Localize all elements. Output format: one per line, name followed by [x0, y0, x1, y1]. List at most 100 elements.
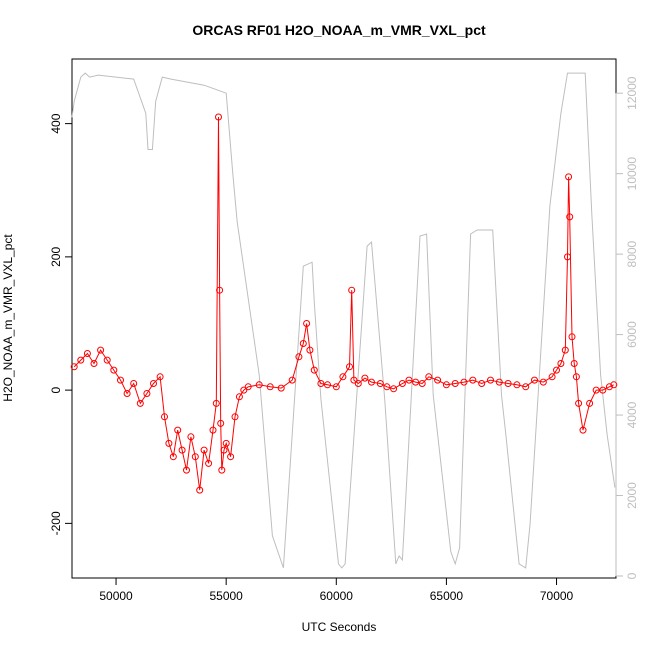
h2o-point: [495, 378, 503, 386]
chart-title: ORCAS RF01 H2O_NOAA_m_VMR_VXL_pct: [192, 22, 486, 38]
h2o-point: [178, 446, 186, 454]
h2o-point: [412, 378, 420, 386]
h2o-point: [196, 486, 204, 494]
h2o-point: [227, 453, 235, 461]
h2o-point: [97, 346, 105, 354]
h2o-point: [592, 386, 600, 394]
y-tick-label: 0: [49, 386, 63, 393]
h2o-point: [324, 381, 331, 389]
h2o-point: [220, 446, 228, 454]
h2o-point: [478, 380, 486, 387]
h2o-point: [383, 383, 391, 391]
h2o-point: [487, 376, 494, 384]
h2o-point: [568, 333, 576, 341]
h2o-point: [599, 386, 607, 394]
h2o-point: [610, 381, 618, 389]
h2o-point: [565, 173, 573, 181]
h2o-point: [150, 380, 157, 387]
h2o-point: [205, 459, 213, 467]
h2o-point: [235, 393, 243, 401]
y-tick-label: -200: [49, 511, 63, 535]
h2o-point: [332, 383, 340, 391]
h2o-point: [398, 380, 406, 387]
h2o-point: [548, 373, 556, 381]
h2o-point: [586, 399, 594, 407]
h2o-point: [200, 446, 208, 454]
h2o-point: [299, 340, 307, 347]
h2o-point: [561, 346, 569, 354]
y2-tick-label: 8000: [625, 240, 639, 267]
y-tick-label: 200: [49, 247, 63, 267]
h2o-point: [212, 399, 220, 407]
h2o-point: [156, 373, 164, 381]
h2o-point: [531, 376, 538, 384]
h2o-point: [361, 374, 369, 382]
h2o-point: [161, 413, 168, 421]
h2o-point: [405, 376, 413, 384]
h2o-series: [70, 113, 618, 494]
h2o-point: [564, 253, 571, 261]
h2o-point: [143, 390, 151, 397]
h2o-point: [216, 286, 224, 294]
x-tick-label: 65000: [430, 589, 464, 603]
h2o-point: [566, 213, 574, 221]
h2o-point: [83, 350, 91, 357]
h2o-point: [165, 439, 173, 447]
h2o-point: [277, 384, 285, 392]
h2o-point: [217, 419, 225, 427]
y-tick-label: 400: [49, 113, 63, 133]
h2o-point: [222, 439, 230, 447]
h2o-point: [103, 356, 111, 364]
h2o-point: [244, 383, 252, 391]
h2o-point: [376, 380, 384, 387]
h2o-point: [306, 346, 314, 354]
h2o-point: [77, 356, 85, 364]
h2o-point: [346, 363, 353, 371]
h2o-point: [579, 426, 587, 434]
h2o-point: [130, 380, 138, 387]
h2o-point: [295, 353, 303, 361]
h2o-point: [575, 399, 583, 407]
h2o-point: [469, 376, 477, 384]
h2o-point: [418, 380, 426, 387]
y2-tick-label: 12000: [625, 76, 639, 110]
y-axis-label: H2O_NOAA_m_VMR_VXL_pct: [1, 234, 15, 402]
x-tick-label: 60000: [320, 589, 354, 603]
y2-tick-label: 4000: [625, 401, 639, 428]
h2o-point: [522, 383, 530, 391]
y2-tick-label: 10000: [625, 157, 639, 191]
h2o-point: [605, 383, 613, 391]
x-tick-label: 50000: [99, 589, 133, 603]
h2o-point: [117, 376, 124, 384]
y2-tick-label: 2000: [625, 482, 639, 509]
right-y-axis: 0 2000 4000 6000 8000 10000 12000: [615, 76, 639, 579]
h2o-point: [70, 363, 78, 371]
h2o-point: [310, 366, 318, 374]
h2o-point: [368, 378, 375, 386]
h2o-point: [442, 381, 450, 389]
h2o-point: [390, 385, 398, 393]
h2o-point: [183, 466, 190, 474]
h2o-point: [209, 426, 217, 434]
h2o-point: [303, 320, 311, 327]
h2o-point: [240, 386, 248, 394]
altitude-series: [71, 72, 616, 569]
h2o-point: [539, 378, 547, 386]
h2o-point: [255, 381, 263, 389]
h2o-point: [110, 366, 118, 374]
h2o-point: [348, 286, 356, 294]
y2-tick-label: 6000: [625, 321, 639, 348]
x-axis: 50000 55000 60000 65000 70000: [99, 577, 574, 603]
h2o-point: [215, 113, 222, 121]
h2o-point: [460, 378, 468, 386]
h2o-point: [266, 383, 274, 391]
h2o-point: [339, 373, 347, 381]
h2o-point: [451, 380, 459, 387]
left-y-axis: -200 0 200 400: [49, 113, 72, 535]
h2o-point: [169, 453, 177, 461]
h2o-point: [317, 380, 325, 387]
h2o-point: [191, 453, 199, 461]
h2o-point: [231, 413, 239, 421]
